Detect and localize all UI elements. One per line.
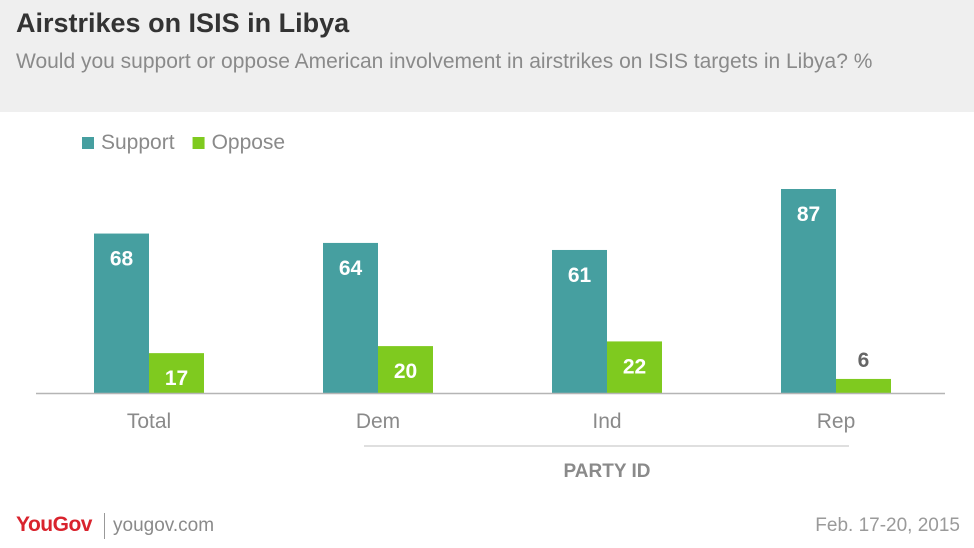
group-label-party-id: PARTY ID: [564, 461, 651, 482]
chart-title: Airstrikes on ISIS in Libya: [16, 8, 350, 38]
chart-header: Airstrikes on ISIS in Libya Would you su…: [0, 0, 974, 112]
bar-support-dem: [323, 242, 378, 393]
bar-oppose-total: [149, 353, 204, 393]
data-label-oppose-ind: 22: [623, 355, 646, 378]
bar-support-total: [94, 233, 149, 393]
footer-site: yougov.com: [113, 515, 215, 536]
x-tick-label-dem: Dem: [356, 410, 400, 433]
yougov-logo: YouGov: [16, 513, 92, 536]
data-label-support-dem: 64: [339, 257, 363, 280]
footer-date: Feb. 17-20, 2015: [815, 515, 960, 536]
x-tick-label-rep: Rep: [817, 410, 856, 433]
data-label-oppose-total: 17: [165, 367, 188, 390]
data-label-support-ind: 61: [568, 264, 592, 287]
bar-oppose-dem: [378, 346, 433, 393]
x-tick-label-total: Total: [127, 410, 171, 433]
bar-support-ind: [552, 249, 607, 393]
data-label-support-rep: 87: [797, 203, 820, 226]
data-label-oppose-dem: 20: [394, 360, 417, 383]
legend-label-oppose: Oppose: [212, 131, 286, 154]
bar-chart: Support Oppose 68 17 Total 64 20 Dem 61 22 Ind 87 6 R…: [36, 131, 945, 482]
x-tick-label-ind: Ind: [592, 410, 621, 433]
bar-oppose-rep: [836, 378, 891, 393]
footer-divider: [104, 513, 105, 539]
legend-label-support: Support: [101, 131, 175, 154]
legend-swatch-oppose: [192, 137, 205, 149]
legend-swatch-support: [82, 137, 94, 149]
data-label-oppose-rep: 6: [858, 349, 870, 372]
bar-support-rep: [781, 189, 836, 393]
bar-oppose-ind: [607, 341, 662, 393]
data-label-support-total: 68: [110, 248, 134, 271]
chart-subtitle: Would you support or oppose American inv…: [16, 50, 873, 73]
